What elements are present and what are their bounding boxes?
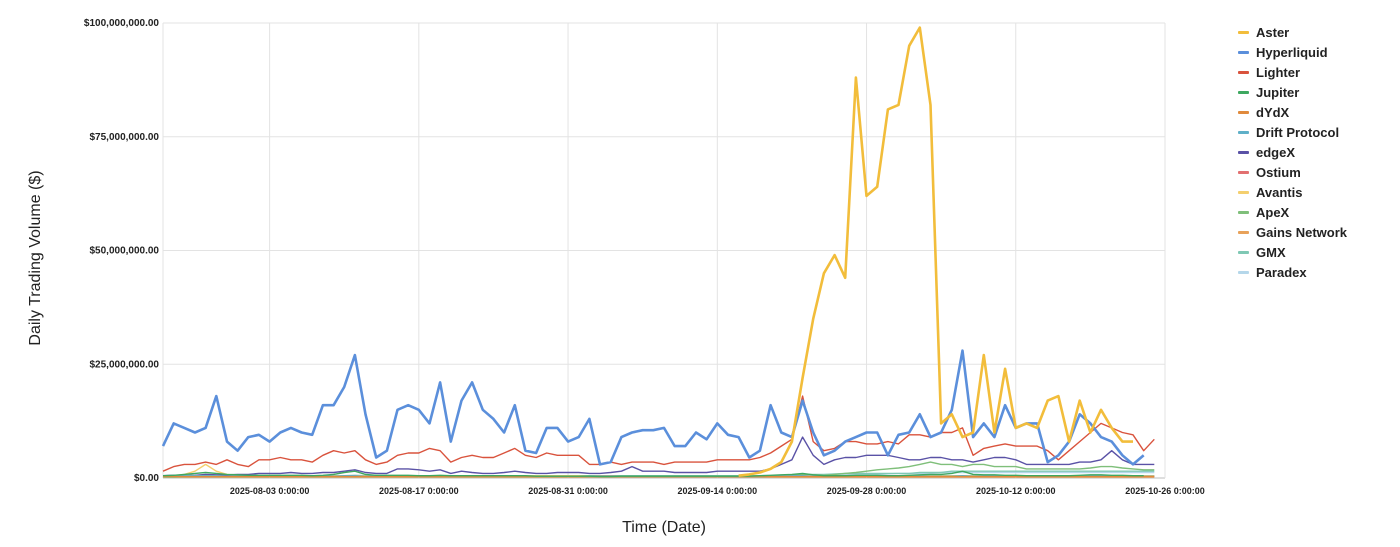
y-axis-ticks: $0.00 $25,000,000.00 $50,000,000.00 $75,000…	[84, 18, 160, 484]
y-tick-label: $0.00	[134, 473, 159, 484]
y-tick-label: $100,000,000.00	[84, 18, 160, 29]
x-axis-ticks: 2025-08-03 0:00:00 2025-08-17 0:00:00 2025…	[230, 486, 1205, 496]
y-tick-label: $75,000,000.00	[89, 132, 159, 143]
legend-item-gains-network: Gains Network	[1238, 222, 1347, 242]
legend-swatch	[1238, 110, 1249, 114]
legend-label: Hyperliquid	[1256, 44, 1328, 60]
legend-item-apex: ApeX	[1238, 202, 1347, 222]
x-tick-label: 2025-10-12 0:00:00	[976, 486, 1056, 496]
legend-label: dYdX	[1256, 104, 1290, 120]
legend-item-gmx: GMX	[1238, 242, 1347, 262]
legend-swatch	[1238, 230, 1249, 234]
legend-label: Avantis	[1256, 184, 1303, 200]
legend-swatch	[1238, 90, 1249, 94]
legend-label: GMX	[1256, 244, 1286, 260]
x-tick-label: 2025-08-31 0:00:00	[528, 486, 608, 496]
series-line-hyperliquid	[161, 349, 1145, 466]
legend-item-dydx: dYdX	[1238, 102, 1347, 122]
series-line-jupiter	[162, 470, 1144, 478]
legend-item-hyperliquid: Hyperliquid	[1238, 42, 1347, 62]
y-tick-label: $25,000,000.00	[89, 359, 159, 370]
legend-item-jupiter: Jupiter	[1238, 82, 1347, 102]
legend-label: edgeX	[1256, 144, 1296, 160]
legend-label: Drift Protocol	[1256, 124, 1340, 140]
legend-swatch	[1238, 250, 1249, 254]
legend-item-drift-protocol: Drift Protocol	[1238, 122, 1347, 142]
legend-item-aster: Aster	[1238, 22, 1347, 42]
y-tick-label: $50,000,000.00	[89, 246, 159, 257]
legend-swatch	[1238, 130, 1249, 134]
legend-label: Ostium	[1256, 164, 1301, 180]
legend-item-lighter: Lighter	[1238, 62, 1347, 82]
legend-label: Gains Network	[1256, 224, 1348, 240]
legend-label: Jupiter	[1256, 84, 1300, 100]
legend-label: ApeX	[1256, 204, 1290, 220]
legend-item-paradex: Paradex	[1238, 262, 1347, 282]
x-tick-label: 2025-10-26 0:00:00	[1125, 486, 1205, 496]
legend-swatch	[1238, 170, 1249, 174]
legend-swatch	[1238, 210, 1249, 214]
series-lines	[161, 26, 1155, 478]
legend-swatch	[1238, 30, 1249, 34]
series-line-aster	[738, 26, 1133, 477]
x-tick-label: 2025-08-17 0:00:00	[379, 486, 459, 496]
x-tick-label: 2025-09-14 0:00:00	[678, 486, 758, 496]
x-axis-title: Time (Date)	[622, 519, 706, 536]
legend-label: Paradex	[1256, 264, 1307, 280]
legend-item-edgex: edgeX	[1238, 142, 1347, 162]
legend-swatch	[1238, 270, 1249, 274]
legend-swatch	[1238, 150, 1249, 154]
x-tick-label: 2025-08-03 0:00:00	[230, 486, 310, 496]
legend-item-avantis: Avantis	[1238, 182, 1347, 202]
x-tick-label: 2025-09-28 0:00:00	[827, 486, 907, 496]
y-axis-title: Daily Trading Volume ($)	[27, 170, 44, 345]
legend-label: Lighter	[1256, 64, 1301, 80]
grid-lines	[162, 22, 1166, 479]
series-line-edgex	[162, 436, 1155, 477]
legend-label: Aster	[1256, 24, 1290, 40]
legend-swatch	[1238, 70, 1249, 74]
legend-swatch	[1238, 50, 1249, 54]
legend-item-ostium: Ostium	[1238, 162, 1347, 182]
legend-swatch	[1238, 190, 1249, 194]
series-line-lighter	[162, 395, 1155, 472]
legend: Aster Hyperliquid Lighter Jupiter dYdX Drift …	[1238, 22, 1347, 282]
